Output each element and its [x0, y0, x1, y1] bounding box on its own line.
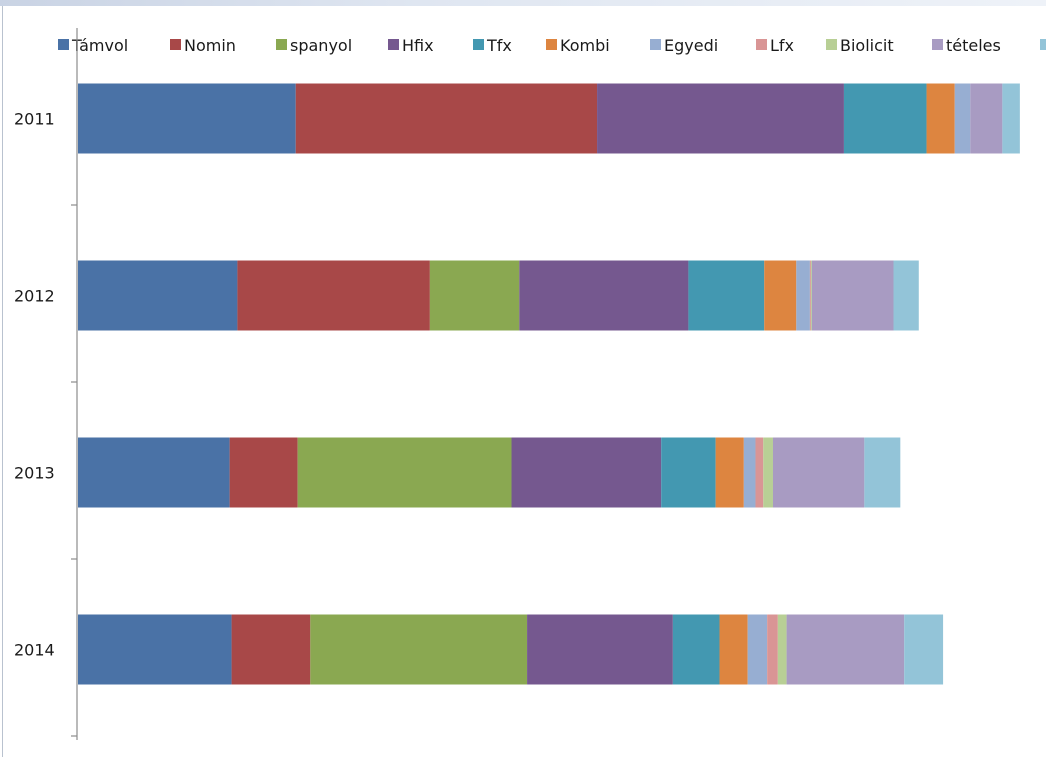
bar-segment-2014-biolicit [777, 614, 787, 685]
legend-label-tamvol: Támvol [71, 36, 128, 55]
bar-segment-2014-tamvol [78, 614, 232, 685]
legend-swatch-spanyol [276, 39, 287, 50]
bar-segment-2014-unnamed [904, 614, 944, 685]
legend-swatch-teteles [932, 39, 943, 50]
legend-swatch-tfx [473, 39, 484, 50]
bar-segment-2011-tfx [843, 83, 927, 154]
window-left-edge [2, 6, 3, 757]
legend-label-nomin: Nomin [184, 36, 236, 55]
bar-segment-2013-teteles [772, 437, 865, 508]
bar-segment-2014-egyedi [747, 614, 768, 685]
legend-label-kombi: Kombi [560, 36, 610, 55]
bar-segment-2012-teteles [811, 260, 894, 331]
bar-segment-2011-unnamed [1002, 83, 1020, 154]
bar-segment-2014-tfx [672, 614, 720, 685]
bar-segment-2013-unnamed [864, 437, 901, 508]
bar-segment-2012-unnamed [893, 260, 919, 331]
bar-segment-2013-tfx [661, 437, 716, 508]
bar-segment-2012-egyedi [796, 260, 810, 331]
window-top-edge [0, 0, 1046, 6]
legend-label-teteles: tételes [946, 36, 1001, 55]
chart-legend: Támvol Nomin spanyol Hfix Tfx Kombi Egyedi Lfx B… [58, 36, 1046, 55]
legend-label-biolicit: Biolicit [840, 36, 894, 55]
bar-segment-2012-tfx [688, 260, 765, 331]
bar-segment-2013-lfx [755, 437, 764, 508]
bar-segment-2014-spanyol [310, 614, 528, 685]
bar-series [78, 83, 1020, 685]
bar-segment-2011-hfix [597, 83, 844, 154]
legend-swatch-biolicit [826, 39, 837, 50]
bar-segment-2014-teteles [786, 614, 905, 685]
bar-segment-2013-hfix [511, 437, 662, 508]
bar-segment-2012-tamvol [78, 260, 238, 331]
category-label-2011: 2011 [14, 110, 55, 129]
legend-label-lfx: Lfx [770, 36, 794, 55]
bar-segment-2012-lfx [809, 260, 811, 331]
legend-swatch-hfix [388, 39, 399, 50]
legend-swatch-lfx [756, 39, 767, 50]
bar-segment-2013-biolicit [763, 437, 773, 508]
bar-segment-2012-spanyol [429, 260, 520, 331]
legend-swatch-nomin [170, 39, 181, 50]
legend-swatch-kombi [546, 39, 557, 50]
bar-segment-2011-tamvol [78, 83, 296, 154]
legend-label-egyedi: Egyedi [664, 36, 718, 55]
bar-segment-2011-egyedi [954, 83, 971, 154]
bar-segment-2013-spanyol [297, 437, 512, 508]
legend-label-tfx: Tfx [486, 36, 512, 55]
bar-segment-2011-nomin [295, 83, 598, 154]
bar-segment-2013-nomin [229, 437, 298, 508]
bar-segment-2012-hfix [519, 260, 689, 331]
legend-swatch-egyedi [650, 39, 661, 50]
bar-segment-2013-kombi [715, 437, 744, 508]
bar-segment-2012-nomin [237, 260, 430, 331]
bar-segment-2014-lfx [767, 614, 778, 685]
bar-segment-2012-kombi [764, 260, 797, 331]
bar-segment-2014-nomin [231, 614, 311, 685]
category-label-2014: 2014 [14, 641, 55, 660]
bar-segment-2014-hfix [527, 614, 673, 685]
bar-segment-2013-egyedi [743, 437, 756, 508]
bar-segment-2012-biolicit [810, 260, 812, 331]
bar-segment-2014-kombi [719, 614, 748, 685]
legend-swatch-tamvol [58, 39, 69, 50]
legend-label-hfix: Hfix [402, 36, 434, 55]
bar-segment-2013-tamvol [78, 437, 230, 508]
bar-segment-2011-teteles [970, 83, 1003, 154]
category-label-2012: 2012 [14, 287, 55, 306]
category-axis: 2011 2012 2013 2014 [14, 28, 78, 740]
legend-swatch-unnamed [1040, 39, 1046, 50]
bar-segment-2011-kombi [926, 83, 955, 154]
legend-label-spanyol: spanyol [290, 36, 352, 55]
category-label-2013: 2013 [14, 464, 55, 483]
